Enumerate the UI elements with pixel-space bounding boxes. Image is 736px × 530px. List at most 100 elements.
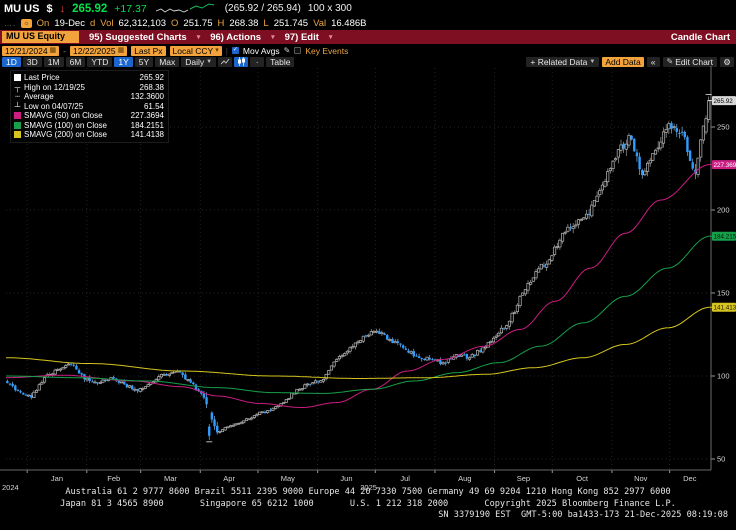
date-from-input[interactable]: 12/21/2024 ▦ <box>2 45 60 56</box>
candle-up <box>388 339 392 341</box>
legend-row-low[interactable]: ┴ Low on 04/07/25 61.54 <box>14 101 164 111</box>
mov-avgs-checkbox[interactable]: ✓ <box>231 47 239 54</box>
candle-up <box>138 388 142 392</box>
candle-down <box>678 132 681 134</box>
legend-row-high[interactable]: ┬ High on 12/19/25 268.38 <box>14 82 164 92</box>
key-events-checkbox[interactable] <box>294 47 302 54</box>
candle-up <box>563 231 567 234</box>
candle-up <box>271 408 275 411</box>
menu-edit[interactable]: 97) Edit <box>284 31 319 43</box>
period-button-6m[interactable]: 6M <box>65 56 86 67</box>
divider: | <box>225 45 228 56</box>
candle-down <box>96 382 99 384</box>
candle-up <box>547 259 551 265</box>
collapse-panel-button[interactable]: « <box>646 56 660 67</box>
candle-down <box>8 383 12 385</box>
candle-up <box>483 346 488 349</box>
average-marker-icon: ┄ <box>15 92 20 102</box>
candle-down <box>202 393 206 398</box>
candle-down <box>479 350 482 352</box>
calendar-icon[interactable]: ▦ <box>117 46 125 54</box>
menu-actions[interactable]: 96) Actions <box>210 31 262 43</box>
x-axis-month-label: May <box>281 474 295 483</box>
candle-up <box>303 384 307 389</box>
smavg50-swatch-icon <box>14 112 21 120</box>
candle-chart-type-button[interactable] <box>234 56 249 67</box>
candle-up <box>35 390 39 393</box>
candle-up <box>127 385 132 388</box>
legend-row-smavg200[interactable]: SMAVG (200) on Close 141.4138 <box>14 130 164 140</box>
candle-down <box>383 333 386 335</box>
period-button-5y[interactable]: 5Y <box>134 56 154 67</box>
related-data-button[interactable]: + Related Data ▼ <box>526 56 600 67</box>
legend-row-last-price[interactable]: Last Price 265.92 <box>14 73 164 83</box>
period-button-max[interactable]: Max <box>155 56 180 67</box>
chevron-down-icon: ▼ <box>206 58 213 65</box>
menu-suggested-charts[interactable]: 95) Suggested Charts <box>89 31 187 43</box>
candle-down <box>420 358 423 360</box>
line-chart-type-button[interactable] <box>218 56 233 67</box>
candle-up <box>523 289 527 295</box>
legend-row-smavg100[interactable]: SMAVG (100) on Close 184.2151 <box>14 121 164 131</box>
ticker-symbol[interactable]: MU US <box>4 2 40 15</box>
candle-up <box>295 388 299 394</box>
candle-up <box>425 356 429 361</box>
candle-up <box>40 382 44 385</box>
more-chart-types-button[interactable]: · <box>250 56 265 67</box>
period-button-3d[interactable]: 3D <box>22 56 42 67</box>
candle-up <box>345 350 349 354</box>
x-axis-month-label: Feb <box>107 474 120 483</box>
price-field-select[interactable]: Last Px <box>131 45 166 56</box>
x-axis-month-label: Jul <box>400 474 410 483</box>
candle-up <box>159 374 163 378</box>
period-button-ytd[interactable]: YTD <box>87 56 113 67</box>
candle-up <box>558 239 562 248</box>
date-to-input[interactable]: 12/22/2025 ▦ <box>70 45 128 56</box>
add-data-button[interactable]: Add Data <box>602 56 644 67</box>
edit-mov-avgs-icon[interactable]: ✎ <box>283 46 291 55</box>
candle-up <box>162 373 166 376</box>
candle-up <box>56 369 60 371</box>
candle-up <box>258 411 262 415</box>
table-button[interactable]: Table <box>266 56 295 67</box>
currency-select[interactable]: Local CCY ▾ <box>169 45 222 56</box>
legend-row-smavg50[interactable]: SMAVG (50) on Close 227.3694 <box>14 111 164 121</box>
calendar-icon[interactable]: ▦ <box>49 46 57 54</box>
candle-down <box>184 374 187 380</box>
candle-down <box>24 394 28 396</box>
candle-up <box>460 354 464 357</box>
axis-price-badge-label: 265.92 <box>714 98 734 105</box>
intraday-sparkline-icon <box>155 3 214 13</box>
candle-up <box>561 232 565 242</box>
candle-down <box>686 137 689 153</box>
candle-up <box>481 347 485 353</box>
candle-up <box>574 224 578 227</box>
news-flag-icon[interactable]: ☼ <box>21 18 32 28</box>
candle-down <box>457 354 461 357</box>
period-button-1m[interactable]: 1M <box>43 56 64 67</box>
security-input[interactable]: MU US Equity <box>2 31 80 43</box>
quote-header: MU US $ ↓ 265.92 +17.37 (265.92 / 265.94… <box>4 1 352 16</box>
candle-down <box>444 362 447 364</box>
chart-settings-button[interactable]: ⚙ <box>720 56 734 67</box>
legend-row-average[interactable]: ┄ Average 132.3600 <box>15 92 164 102</box>
candle-up <box>606 171 610 183</box>
candle-down <box>638 156 641 170</box>
axis-price-badge-label: 141.4138 <box>714 305 736 312</box>
period-button-1d[interactable]: 1D <box>2 56 21 67</box>
candle-down <box>88 378 91 382</box>
candle-up <box>282 402 286 404</box>
footer-contact-line-1: Australia 61 2 9777 8600 Brazil 5511 239… <box>65 487 671 497</box>
candle-up <box>223 427 227 431</box>
lot-size: 100 x 300 <box>307 3 352 14</box>
axis-price-badge-label: 184.2151 <box>714 234 736 241</box>
candle-down <box>308 383 312 385</box>
period-button-1y[interactable]: 1Y <box>114 56 133 67</box>
candle-up <box>284 399 288 403</box>
low-marker-icon: ┴ <box>14 101 21 111</box>
edit-chart-button[interactable]: ✎ Edit Chart <box>662 56 717 67</box>
candle-up <box>537 268 541 273</box>
interval-select[interactable]: Daily ▼ <box>181 56 217 67</box>
axis-price-badge <box>712 96 736 106</box>
